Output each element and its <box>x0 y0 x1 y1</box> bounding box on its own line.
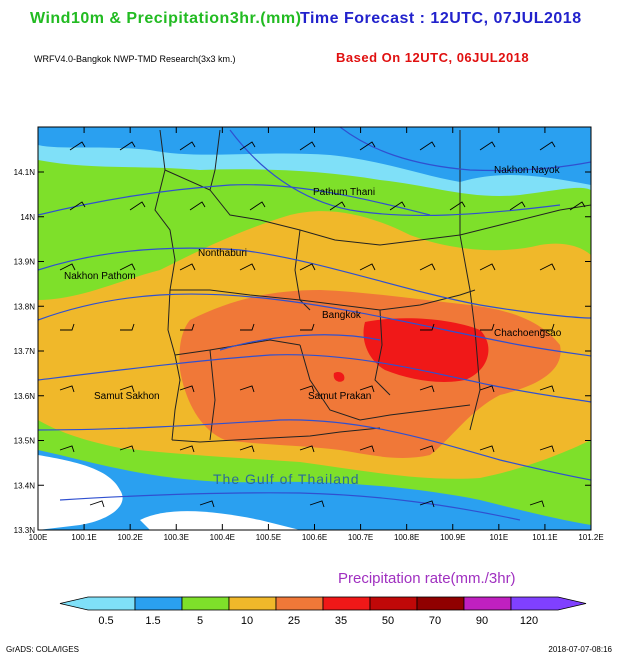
lat-label: 13.8N <box>14 302 36 311</box>
place-gulf-of-thailand: The Gulf of Thailand <box>213 471 360 487</box>
lat-label: 13.6N <box>14 392 36 401</box>
colorbar-label: 10 <box>241 615 253 627</box>
place-bangkok: Bangkok <box>322 310 362 321</box>
colorbar-segment <box>463 596 512 611</box>
lon-label: 100.9E <box>440 533 465 542</box>
colorbar-segment <box>181 596 230 611</box>
colorbar-label: 5 <box>197 615 203 627</box>
lon-label: 100.1E <box>71 533 96 542</box>
colorbar-label: 50 <box>382 615 394 627</box>
colorbar-segment <box>510 596 587 611</box>
lon-label: 100.3E <box>164 533 189 542</box>
lon-label: 101.2E <box>578 533 603 542</box>
colorbar-label: 0.5 <box>98 615 113 627</box>
place-nakhon-pathom: Nakhon Pathom <box>64 271 136 282</box>
place-samut-sakhon: Samut Sakhon <box>94 391 160 402</box>
lon-label: 100.5E <box>256 533 281 542</box>
colorbar-segment <box>369 596 418 611</box>
place-nonthaburi: Nonthaburi <box>198 248 247 259</box>
grads-credit: GrADS: COLA/IGES <box>6 645 79 654</box>
lon-label: 100E <box>29 533 48 542</box>
generation-timestamp: 2018-07-07-08:16 <box>548 645 612 654</box>
title-forecast-time: Time Forecast : 12UTC, 07JUL2018 <box>300 10 582 27</box>
lon-label: 100.8E <box>394 533 419 542</box>
colorbar-label: 120 <box>520 615 538 627</box>
colorbar-segment <box>275 596 324 611</box>
lat-label: 13.9N <box>14 258 36 267</box>
colorbar-label: 35 <box>335 615 347 627</box>
lat-label: 13.4N <box>14 481 36 490</box>
lon-label: 100.4E <box>210 533 235 542</box>
lon-label: 101.1E <box>532 533 557 542</box>
lon-label: 100.2E <box>117 533 142 542</box>
based-on-label: Based On 12UTC, 06JUL2018 <box>336 50 530 65</box>
model-label: WRFV4.0-Bangkok NWP-TMD Research(3x3 km.… <box>34 54 236 64</box>
colorbar-segment <box>322 596 371 611</box>
colorbar-title: Precipitation rate(mm./3hr) <box>338 570 516 587</box>
precip-field <box>38 127 591 530</box>
place-nakhon-nayok: Nakhon Nayok <box>494 165 561 176</box>
precip-band-red <box>363 318 489 382</box>
colorbar-segment <box>228 596 277 611</box>
colorbar-label: 70 <box>429 615 441 627</box>
lat-label: 14N <box>20 213 35 222</box>
colorbar-segment <box>134 596 183 611</box>
lat-label: 13.5N <box>14 437 36 446</box>
colorbar-label: 1.5 <box>145 615 160 627</box>
place-chachoengsao: Chachoengsao <box>494 328 562 339</box>
colorbar-segment <box>416 596 465 611</box>
colorbar-segment <box>59 596 136 611</box>
lat-label: 14.1N <box>14 168 36 177</box>
colorbar-label: 90 <box>476 615 488 627</box>
wind-streamlines <box>38 127 591 521</box>
lon-label: 101E <box>489 533 508 542</box>
colorbar-label: 25 <box>288 615 300 627</box>
precip-band-blue-north <box>38 127 591 185</box>
precip-band-white <box>38 455 123 530</box>
lat-label: 13.3N <box>14 526 36 535</box>
lat-axis: 14.1N 14N 13.9N 13.8N 13.7N 13.6N 13.5N 13.4N 13… <box>14 168 591 535</box>
lon-axis: 100E 100.1E 100.2E 100.3E 100.4E 100.5E 100.6E… <box>29 127 604 542</box>
title-left: Wind10m & Precipitation3hr.(mm) <box>30 10 302 27</box>
wind-barbs <box>59 141 586 508</box>
place-pathum-thani: Pathum Thani <box>313 187 375 198</box>
lon-label: 100.6E <box>302 533 327 542</box>
place-samut-prakan: Samut Prakan <box>308 391 371 402</box>
precip-colorbar: 0.5 1.5 5 10 25 35 50 70 90 120 <box>59 596 587 627</box>
lat-label: 13.7N <box>14 347 36 356</box>
lon-label: 100.7E <box>348 533 373 542</box>
